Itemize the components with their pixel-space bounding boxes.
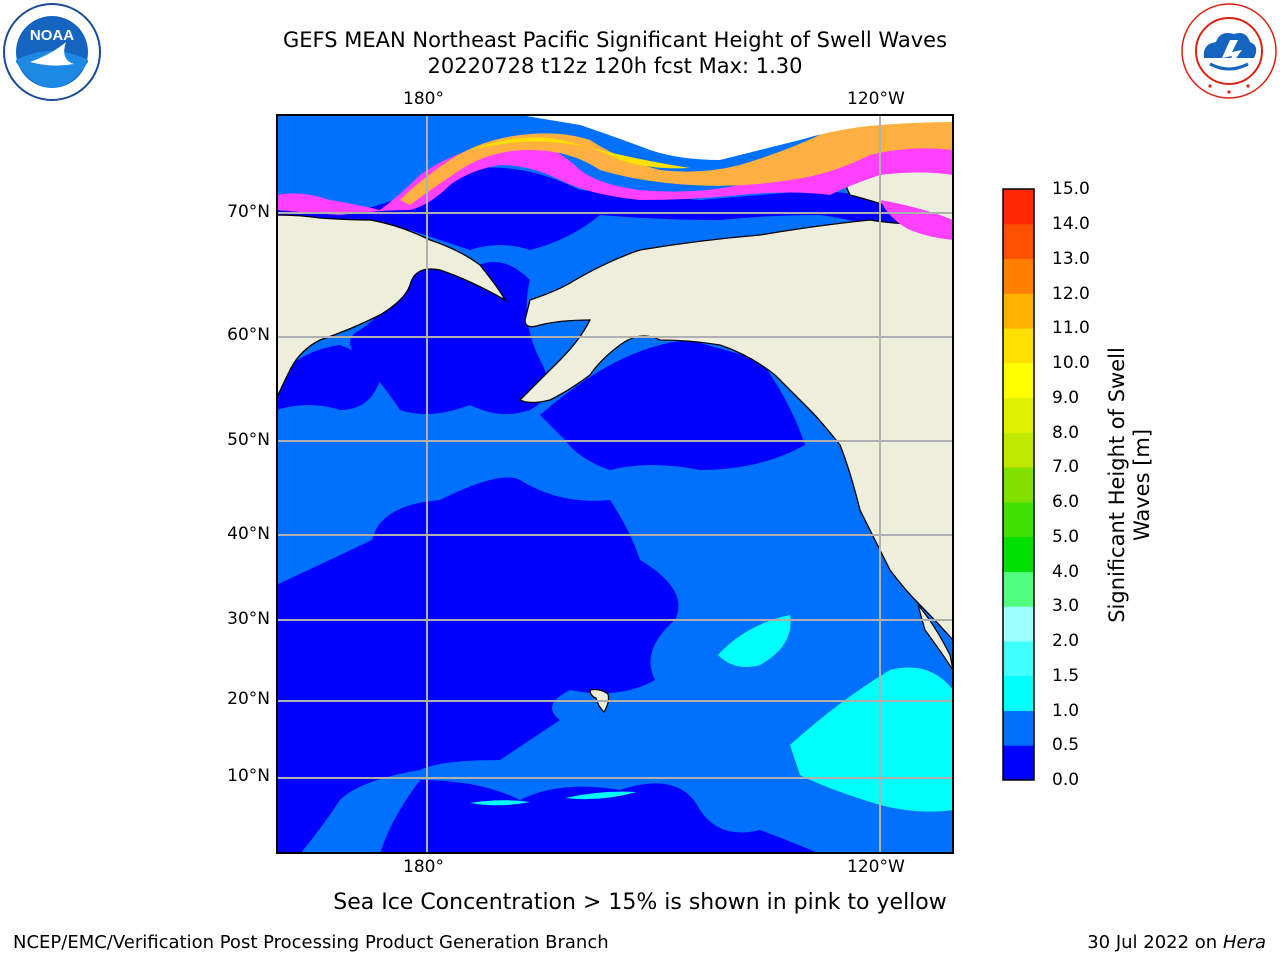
lat-label-70n: 70°N — [227, 202, 270, 222]
lon-label-top-180: 180° — [403, 89, 444, 109]
land-alaska-canada — [518, 219, 953, 641]
colorbar-tick: 1.0 — [1052, 701, 1080, 721]
footer-date: 30 Jul 2022 on Hera — [1087, 932, 1266, 953]
low-swell-gulf-of-alaska — [540, 340, 805, 470]
colorbar-segment — [1003, 432, 1034, 468]
colorbar-segment — [1003, 571, 1034, 607]
colorbar-tick: 8.0 — [1052, 423, 1080, 443]
colorbar-segment — [1003, 223, 1034, 260]
colorbar-segment — [1003, 606, 1034, 642]
mid-swell-patch-east — [790, 667, 953, 812]
colorbar-tick: 10.0 — [1052, 353, 1090, 373]
colorbar-segment — [1003, 640, 1034, 677]
colorbar-tick: 11.0 — [1052, 318, 1090, 338]
colorbar-segment — [1003, 467, 1034, 503]
colorbar-tick: 13.0 — [1052, 249, 1090, 269]
colorbar-tick: 1.5 — [1052, 666, 1080, 686]
sea-ice-white-cap — [520, 115, 953, 160]
chart-title-line2: 20220728 t12z 120h fcst Max: 1.30 — [427, 54, 803, 78]
colorbar-tick: 2.0 — [1052, 631, 1080, 651]
colorbar-segment — [1003, 258, 1034, 294]
lat-label-60n: 60°N — [227, 325, 270, 345]
lat-label-10n: 10°N — [227, 766, 270, 786]
low-swell-south — [380, 780, 818, 853]
colorbar-tick: 3.0 — [1052, 596, 1080, 616]
low-swell-west — [277, 477, 679, 853]
footer-machine: Hera — [1222, 932, 1266, 953]
lat-label-20n: 20°N — [227, 689, 270, 709]
colorbar-tick: 6.0 — [1052, 492, 1080, 512]
chart-title-line1: GEFS MEAN Northeast Pacific Significant … — [282, 28, 948, 52]
noaa-logo: NOAA — [3, 3, 101, 101]
colorbar-segment — [1003, 745, 1034, 781]
footer-date-text: 30 Jul 2022 on — [1087, 932, 1223, 953]
colorbar — [1002, 188, 1035, 781]
sea-ice-yellow-core — [470, 137, 690, 169]
colorbar-label-line2: Waves [m] — [1130, 428, 1154, 542]
lat-label-40n: 40°N — [227, 524, 270, 544]
colorbar-segment — [1003, 362, 1034, 399]
colorbar-label-line1: Significant Height of Swell — [1105, 347, 1129, 623]
map-panel — [276, 114, 954, 854]
colorbar-frame — [1002, 188, 1035, 781]
sea-ice-caption: Sea Ice Concentration > 15% is shown in … — [333, 890, 947, 915]
colorbar-segment — [1003, 397, 1034, 433]
low-swell-northwest — [277, 345, 380, 410]
lon-label-bottom-180: 180° — [403, 857, 444, 877]
colorbar-tick: 0.0 — [1052, 770, 1080, 790]
colorbar-tick: 14.0 — [1052, 214, 1090, 234]
colorbar-segment — [1003, 501, 1034, 538]
graticule — [277, 115, 953, 853]
colorbar-tick: 4.0 — [1052, 562, 1080, 582]
sea-ice-band-east — [880, 200, 953, 240]
colorbar-label: Significant Height of Swell Waves [m] — [1105, 347, 1155, 623]
footer-credit: NCEP/EMC/Verification Post Processing Pr… — [13, 932, 609, 953]
lon-label-top-120w: 120°W — [847, 89, 905, 109]
land-siberia — [277, 214, 507, 400]
colorbar-segment — [1003, 293, 1034, 329]
mid-swell-streak-2 — [565, 791, 637, 800]
lat-label-30n: 30°N — [227, 609, 270, 629]
colorbar-segment — [1003, 328, 1034, 364]
lat-label-50n: 50°N — [227, 430, 270, 450]
colorbar-segment — [1003, 536, 1034, 572]
mid-swell-patch-center — [718, 615, 791, 668]
colorbar-tick: 0.5 — [1052, 735, 1080, 755]
noaa-logo-text: NOAA — [30, 27, 74, 44]
lon-label-bottom-120w: 120°W — [847, 857, 905, 877]
colorbar-segment — [1003, 189, 1034, 225]
nws-logo — [1181, 3, 1277, 99]
colorbar-segment — [1003, 710, 1034, 746]
mid-swell-streak-1 — [470, 800, 530, 806]
colorbar-segment — [1003, 675, 1034, 711]
colorbar-tick: 9.0 — [1052, 388, 1080, 408]
colorbar-tick: 12.0 — [1052, 284, 1090, 304]
colorbar-tick: 5.0 — [1052, 527, 1080, 547]
colorbar-tick: 15.0 — [1052, 179, 1090, 199]
colorbar-tick: 7.0 — [1052, 457, 1080, 477]
map-frame — [276, 114, 954, 854]
